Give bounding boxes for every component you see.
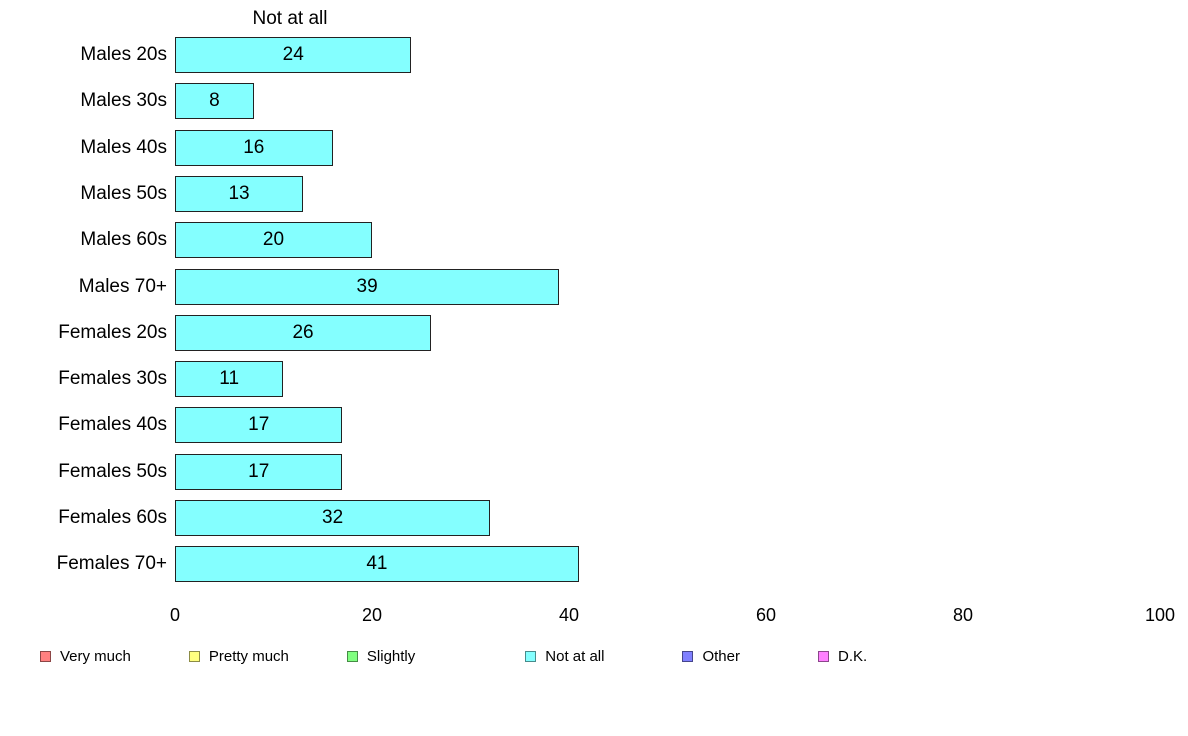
x-tick-label: 80 (952, 605, 974, 625)
legend-label: Very much (60, 648, 131, 665)
bar-row: Males 40s 16 (0, 129, 1188, 166)
legend-item: Not at all (525, 648, 604, 665)
legend-item: Other (682, 648, 740, 665)
category-label: Males 40s (80, 136, 167, 158)
legend-swatch-icon (817, 651, 829, 662)
legend-swatch-icon (525, 651, 537, 662)
bar: 17 (175, 453, 343, 490)
bar-row: Males 60s 20 (0, 222, 1188, 259)
category-label: Females 60s (58, 507, 167, 528)
x-tick-label: 60 (755, 605, 777, 625)
bar-row: Males 50s 13 (0, 175, 1188, 212)
legend-item: Pretty much (188, 648, 289, 665)
legend-label: Pretty much (208, 648, 289, 665)
x-tick-label: 20 (361, 605, 383, 625)
bar: 11 (175, 361, 284, 398)
category-label: Females 20s (58, 321, 167, 343)
bar: 8 (175, 83, 254, 120)
legend-item: Slightly (346, 648, 416, 665)
bar: 39 (175, 268, 560, 305)
bar-row: Males 70+ 39 (0, 268, 1188, 305)
bar: 20 (175, 222, 372, 259)
bar-row: Females 40s 17 (0, 407, 1188, 444)
bar: 41 (175, 546, 579, 583)
bar-row: Females 70+ 41 (0, 546, 1188, 583)
category-label: Males 30s (80, 90, 167, 112)
category-label: Males 60s (80, 229, 167, 251)
bar-value-label: 17 (248, 414, 270, 436)
bar: 13 (175, 175, 304, 212)
category-label: Females 40s (58, 414, 167, 436)
bar-value-label: 24 (282, 44, 304, 65)
category-label: Males 50s (80, 182, 167, 204)
bar-value-label: 41 (366, 553, 388, 575)
legend-swatch-icon (346, 651, 358, 662)
bar-row: Females 50s 17 (0, 453, 1188, 490)
chart-title: Not at all (252, 8, 328, 29)
legend-swatch-icon (40, 651, 51, 662)
legend-item: Very much (40, 648, 131, 665)
category-label: Females 70+ (56, 553, 167, 575)
category-label: Females 50s (58, 460, 167, 482)
bar: 32 (175, 500, 491, 536)
bar-row: Males 20s 24 (0, 37, 1188, 73)
bar-value-label: 11 (219, 368, 240, 390)
bar: 17 (175, 407, 343, 444)
category-label: Females 30s (58, 368, 167, 390)
bar-row: Males 30s 8 (0, 83, 1188, 120)
legend: Very much Pretty much Slightly Not at all Ot… (40, 648, 867, 665)
bar: 26 (175, 314, 432, 351)
bar-value-label: 20 (262, 229, 285, 251)
bar-value-label: 13 (228, 182, 250, 204)
x-tick-label: 0 (169, 605, 181, 625)
bar-value-label: 16 (243, 136, 265, 158)
bar-row: Females 60s 32 (0, 500, 1188, 536)
bar-value-label: 39 (356, 275, 378, 297)
category-label: Males 70+ (78, 275, 167, 297)
category-label: Males 20s (80, 44, 167, 65)
bar: 16 (175, 129, 333, 166)
legend-label: Slightly (366, 648, 416, 665)
legend-label: Other (702, 648, 740, 665)
bar-value-label: 8 (209, 90, 220, 112)
legend-label: D.K. (837, 648, 868, 665)
bar-row: Females 20s 26 (0, 314, 1188, 351)
bar: 24 (175, 37, 412, 73)
bar-value-label: 32 (322, 507, 344, 528)
bar-row: Females 30s 11 (0, 361, 1188, 398)
x-tick-label: 40 (558, 605, 580, 625)
bar-value-label: 26 (292, 321, 314, 343)
legend-item: D.K. (817, 648, 868, 665)
legend-swatch-icon (682, 651, 694, 662)
bar-value-label: 17 (248, 460, 270, 482)
x-tick-label: 100 (1144, 605, 1176, 625)
legend-swatch-icon (188, 651, 200, 662)
legend-label: Not at all (545, 648, 605, 665)
